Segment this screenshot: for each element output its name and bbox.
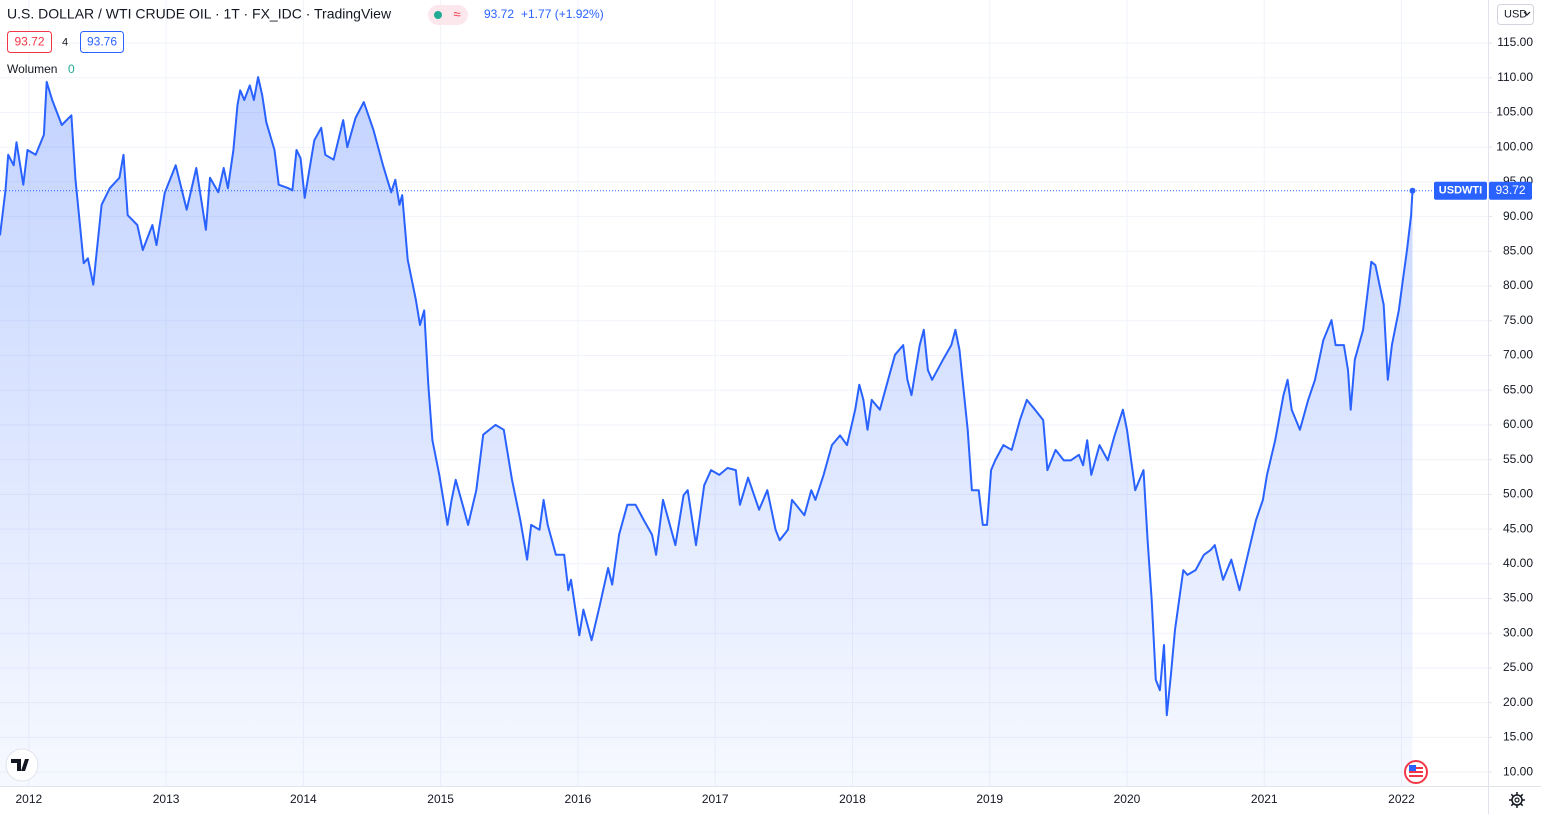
x-tick-label: 2019: [976, 792, 1003, 806]
y-tick-label: 105.00: [1496, 105, 1533, 119]
y-tick-label: 65.00: [1503, 382, 1533, 396]
status-dot: [434, 11, 442, 19]
spread: 4: [62, 36, 68, 48]
currency-label[interactable]: USD: [1504, 8, 1527, 20]
area-fill: [0, 77, 1413, 787]
y-tick-label: 30.00: [1503, 625, 1533, 639]
y-tick-label: 55.00: [1503, 452, 1533, 466]
x-tick-label: 2022: [1388, 792, 1415, 806]
ask-price[interactable]: 93.76: [87, 35, 117, 49]
y-tick-label: 85.00: [1503, 244, 1533, 258]
x-tick-label: 2020: [1114, 792, 1141, 806]
y-tick-label: 80.00: [1503, 278, 1533, 292]
series-name: USDWTI: [1439, 185, 1482, 197]
bid-price[interactable]: 93.72: [14, 35, 44, 49]
y-tick-label: 115.00: [1497, 35, 1533, 49]
volume-value: 0: [68, 62, 75, 76]
y-tick-label: 100.00: [1496, 139, 1533, 153]
y-tick-label: 110.00: [1497, 70, 1533, 84]
price-tag: [1489, 181, 1532, 200]
y-tick-label: 75.00: [1503, 313, 1533, 327]
plot: [0, 76, 1488, 787]
y-tick-label: 40.00: [1503, 556, 1533, 570]
x-tick-label: 2015: [427, 792, 454, 806]
price-change: +1.77 (+1.92%): [521, 7, 604, 21]
last-point: [1409, 187, 1416, 194]
y-tick-label: 45.00: [1503, 521, 1533, 535]
tradingview-logo[interactable]: [5, 748, 39, 782]
x-tick-label: 2018: [839, 792, 866, 806]
chart-title: U.S. DOLLAR / WTI CRUDE OIL · 1T · FX_ID…: [7, 6, 392, 22]
y-tick-label: 90.00: [1503, 209, 1533, 223]
series-tag: [1434, 181, 1487, 200]
bid-box[interactable]: [7, 31, 52, 53]
y-tick-label: 25.00: [1503, 660, 1533, 674]
settings-button[interactable]: [1509, 792, 1525, 808]
y-tick-label: 20.00: [1503, 695, 1533, 709]
y-tick-label: 50.00: [1503, 487, 1533, 501]
overlay: USDWTI 93.72: [1434, 181, 1532, 200]
x-tick-label: 2014: [290, 792, 317, 806]
currency-dropdown[interactable]: [1497, 4, 1534, 25]
y-tick-label: 70.00: [1503, 348, 1533, 362]
price-tag-label: 93.72: [1495, 183, 1525, 197]
ask-box[interactable]: [80, 31, 124, 53]
last-price: 93.72: [484, 7, 514, 21]
price-line: [0, 76, 1414, 717]
volume-label: Wolumen: [7, 62, 57, 76]
y-tick-label: 60.00: [1503, 417, 1533, 431]
country-flag: [1404, 760, 1428, 784]
status-badge: [428, 5, 468, 25]
x-tick-label: 2012: [15, 792, 42, 806]
y-tick-label: 15.00: [1503, 730, 1533, 744]
dropdown-chevron: [1523, 11, 1531, 16]
y-tick-label: 10.00: [1503, 764, 1533, 778]
badge-text: ≈: [453, 6, 460, 21]
x-tick-label: 2013: [153, 792, 180, 806]
x-tick-label: 2016: [565, 792, 592, 806]
x-tick-label: 2017: [702, 792, 729, 806]
y-tick-label: 35.00: [1503, 591, 1533, 605]
x-tick-label: 2021: [1251, 792, 1278, 806]
